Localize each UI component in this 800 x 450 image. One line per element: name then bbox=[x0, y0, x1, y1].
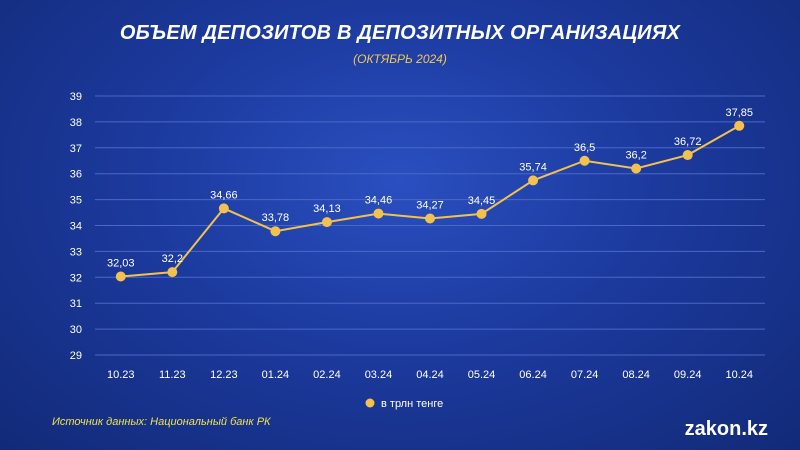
brand-logo: zakon.kz bbox=[684, 418, 768, 440]
data-point bbox=[167, 267, 178, 278]
data-point bbox=[321, 217, 332, 228]
x-tick-label: 07.24 bbox=[571, 369, 599, 381]
x-tick-label: 01.24 bbox=[262, 369, 290, 381]
x-tick-label: 11.23 bbox=[159, 369, 186, 381]
data-point bbox=[734, 120, 745, 131]
x-tick-label: 03.24 bbox=[365, 369, 393, 381]
data-point bbox=[682, 150, 693, 161]
source-note: Источник данных: Национальный банк РК bbox=[52, 416, 271, 428]
data-label: 34,66 bbox=[210, 189, 238, 201]
data-label: 34,45 bbox=[468, 195, 496, 207]
y-tick-label: 35 bbox=[70, 195, 82, 207]
data-label: 36,5 bbox=[574, 142, 595, 154]
y-tick-label: 38 bbox=[70, 117, 82, 129]
data-label: 37,85 bbox=[725, 107, 753, 119]
data-point bbox=[425, 213, 435, 224]
y-tick-label: 29 bbox=[70, 350, 82, 362]
data-label: 36,2 bbox=[625, 150, 646, 162]
data-label: 36,72 bbox=[674, 136, 702, 148]
data-point bbox=[373, 208, 384, 219]
x-tick-label: 04.24 bbox=[416, 369, 444, 381]
data-point bbox=[631, 163, 642, 174]
legend-marker bbox=[365, 398, 375, 408]
y-tick-label: 37 bbox=[70, 143, 82, 155]
data-label: 34,46 bbox=[365, 195, 393, 207]
y-tick-label: 32 bbox=[70, 272, 82, 284]
y-tick-label: 36 bbox=[70, 169, 82, 181]
data-label: 32,03 bbox=[107, 258, 135, 270]
y-tick-label: 39 bbox=[70, 91, 82, 103]
y-tick-label: 31 bbox=[70, 298, 82, 310]
data-point bbox=[476, 208, 487, 219]
y-tick-label: 30 bbox=[70, 324, 82, 336]
data-point bbox=[270, 226, 281, 237]
chart-title: ОБЪЕМ ДЕПОЗИТОВ В ДЕПОЗИТНЫХ ОРГАНИЗАЦИЯ… bbox=[119, 22, 681, 44]
chart-subtitle: (ОКТЯБРЬ 2024) bbox=[353, 52, 447, 66]
x-tick-label: 02.24 bbox=[313, 369, 341, 381]
x-tick-label: 12.23 bbox=[210, 369, 238, 381]
data-label: 32,2 bbox=[162, 253, 183, 265]
y-tick-label: 34 bbox=[70, 221, 82, 233]
data-point bbox=[115, 271, 126, 282]
data-point bbox=[579, 155, 590, 166]
x-tick-label: 10.24 bbox=[725, 369, 753, 381]
x-tick-label: 06.24 bbox=[519, 369, 547, 381]
x-tick-label: 09.24 bbox=[674, 369, 702, 381]
data-label: 34,13 bbox=[313, 203, 341, 215]
data-label: 34,27 bbox=[416, 200, 444, 212]
data-label: 35,74 bbox=[519, 161, 547, 173]
y-tick-label: 33 bbox=[70, 246, 82, 258]
legend-label: в трлн тенге bbox=[381, 398, 443, 410]
x-tick-label: 05.24 bbox=[468, 369, 496, 381]
x-tick-label: 08.24 bbox=[622, 369, 650, 381]
x-tick-label: 10.23 bbox=[107, 369, 135, 381]
data-point bbox=[218, 203, 229, 214]
data-point bbox=[528, 175, 539, 186]
data-label: 33,78 bbox=[262, 212, 290, 224]
